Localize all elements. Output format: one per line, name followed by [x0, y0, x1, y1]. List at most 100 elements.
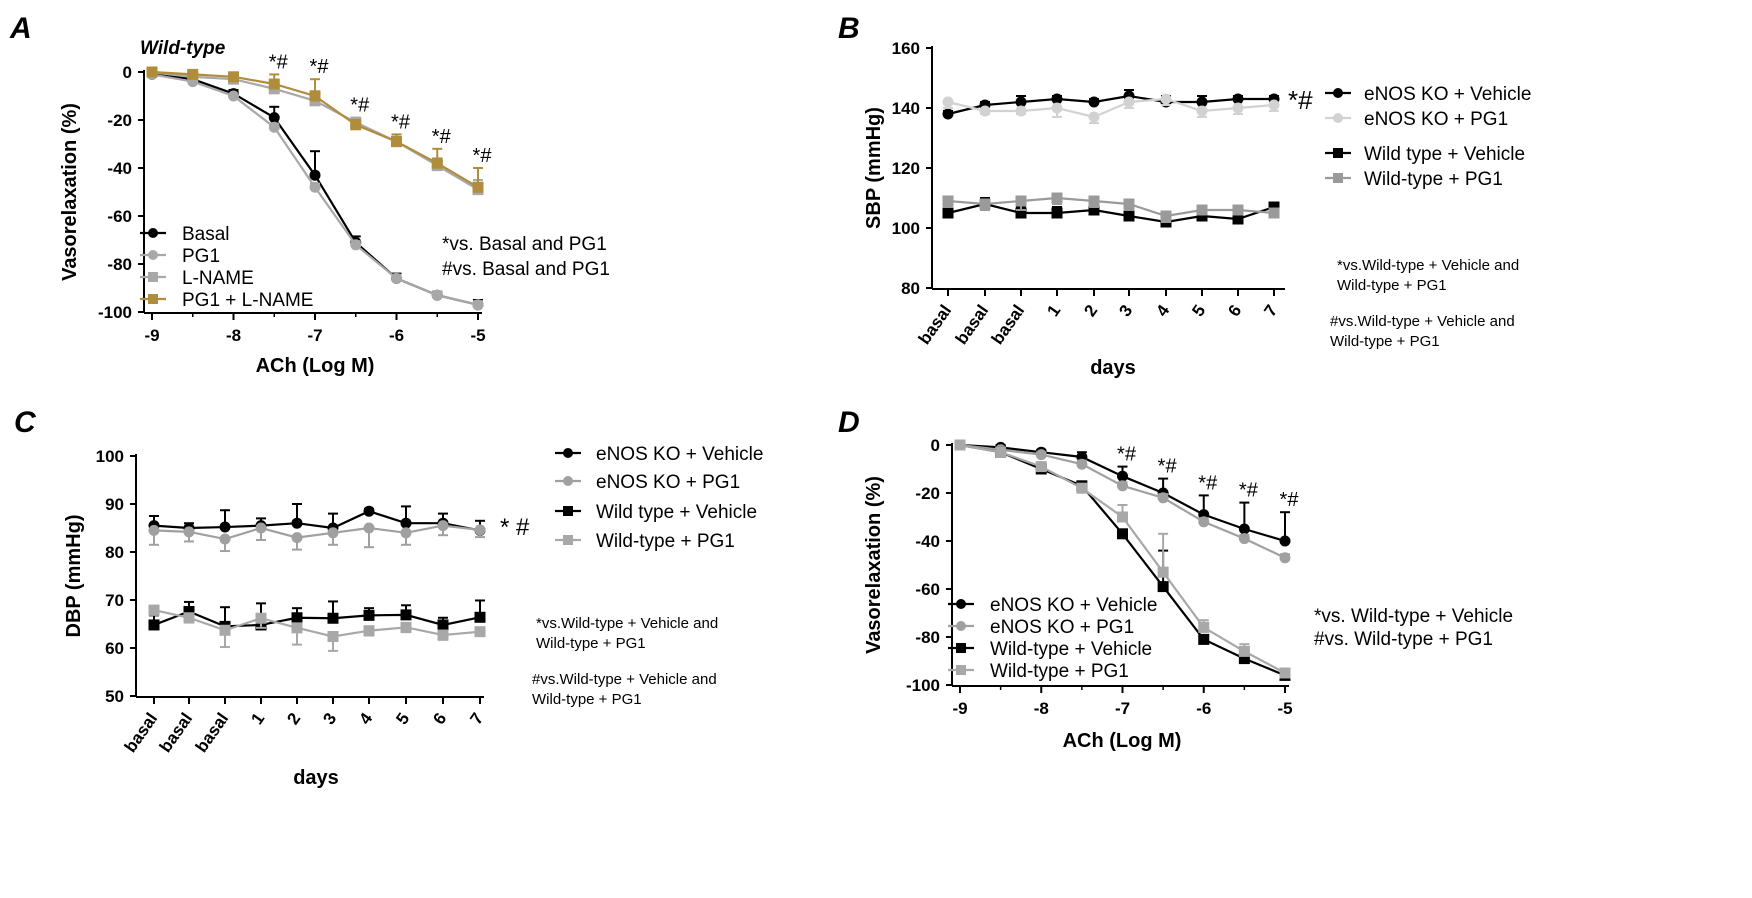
data-point — [1238, 645, 1250, 657]
data-point — [1051, 192, 1063, 204]
data-point — [1279, 667, 1291, 679]
data-point — [291, 612, 303, 624]
series-pg1-l-name — [146, 66, 484, 193]
legend-sample-marker — [148, 228, 158, 238]
data-point — [1238, 653, 1250, 665]
data-point — [1088, 111, 1100, 123]
annotation-note: #vs. Wild-type + PG1 — [1314, 629, 1493, 650]
data-point — [1035, 461, 1047, 473]
data-point — [1157, 581, 1169, 593]
y-axis-label: SBP (mmHg) — [863, 107, 885, 229]
data-point — [1035, 449, 1047, 461]
data-point — [148, 604, 160, 616]
legend: eNOS KO + Vehicle eNOS KO + PG1 Wild type … — [1325, 84, 1531, 190]
data-point — [327, 630, 339, 642]
data-point — [431, 157, 443, 169]
legend-label: eNOS KO + Vehicle — [596, 444, 763, 465]
data-point — [391, 136, 402, 148]
y-tick-label: 80 — [901, 279, 920, 298]
x-tick-label: basal — [156, 709, 197, 756]
data-point — [1117, 470, 1128, 482]
annotation-note: *vs.Wild-type + Vehicle and — [536, 615, 718, 632]
data-point — [400, 517, 412, 529]
annotation-note: Wild-type + PG1 — [1330, 333, 1440, 350]
data-point — [1279, 552, 1291, 564]
annotation-note: #vs. Basal and PG1 — [442, 259, 610, 280]
data-point — [1268, 201, 1280, 213]
data-point — [148, 524, 160, 536]
legend-label: eNOS KO + PG1 — [1364, 109, 1508, 130]
data-point — [219, 533, 231, 545]
data-point — [1157, 492, 1169, 504]
y-tick-label: 80 — [105, 543, 124, 562]
y-tick-label: 120 — [892, 159, 920, 178]
x-tick-label: 5 — [392, 709, 413, 728]
data-point — [1117, 511, 1128, 523]
y-tick-label: -80 — [107, 255, 132, 274]
data-point — [183, 612, 195, 624]
data-point — [1232, 93, 1244, 105]
data-point — [363, 609, 375, 621]
panel-d: D 0 -20 -40 -60 -80 -100 -9 -8 -7 -6 -5 ACh (Log M) V… — [838, 406, 1513, 752]
significance-marker: *# — [1198, 472, 1218, 494]
x-tick-label: basal — [192, 709, 233, 756]
legend-sample-marker — [148, 294, 158, 304]
significance-marker: * # — [500, 514, 530, 541]
data-point — [183, 526, 195, 538]
x-tick-label: 2 — [1080, 301, 1101, 320]
annotation-note: *vs.Wild-type + Vehicle and — [1337, 257, 1519, 274]
significance-marker: *# — [1117, 444, 1137, 466]
data-point — [1157, 566, 1169, 578]
legend-sample-marker — [563, 535, 573, 545]
x-tick-label: 3 — [319, 709, 340, 728]
data-point — [474, 524, 486, 536]
y-tick-label: 100 — [96, 447, 124, 466]
legend-label: Wild type + Vehicle — [1364, 144, 1525, 165]
data-point — [1015, 207, 1027, 219]
data-point — [979, 105, 991, 117]
x-axis-label: ACh (Log M) — [1063, 730, 1182, 752]
data-point — [187, 68, 199, 80]
data-point — [1123, 198, 1135, 210]
data-point — [327, 612, 339, 624]
x-tick-label: 3 — [1115, 301, 1136, 320]
y-tick-label: 140 — [892, 99, 920, 118]
data-point — [291, 517, 303, 529]
legend-label: L-NAME — [182, 268, 254, 289]
data-point — [1160, 210, 1172, 222]
x-tick-label: -6 — [1196, 699, 1211, 718]
annotation-note: #vs.Wild-type + Vehicle and — [1330, 313, 1515, 330]
x-axis-label: ACh (Log M) — [256, 355, 375, 377]
data-point — [219, 521, 231, 533]
significance-marker: *# — [432, 126, 452, 148]
significance-marker: *# — [1239, 480, 1259, 502]
data-point — [350, 119, 362, 131]
data-point — [268, 112, 280, 124]
panel-label: A — [9, 12, 32, 45]
y-tick-label: 50 — [105, 687, 124, 706]
series-enos-ko-pg1 — [148, 520, 486, 553]
legend-label: PG1 + L-NAME — [182, 290, 313, 311]
x-tick-label: 1 — [247, 709, 268, 728]
data-point — [268, 121, 280, 133]
y-tick-label: 70 — [105, 591, 124, 610]
significance-marker: *# — [1158, 456, 1178, 478]
series-line — [947, 202, 1275, 224]
data-point — [472, 299, 484, 311]
y-tick-label: -80 — [915, 628, 940, 647]
data-point — [268, 78, 280, 90]
annotation-note: Wild-type + PG1 — [1337, 277, 1447, 294]
legend-sample-marker — [563, 476, 573, 486]
x-tick-label: -5 — [1277, 699, 1292, 718]
x-tick-label: -7 — [1115, 699, 1130, 718]
y-tick-label: 160 — [892, 39, 920, 58]
panel-subtitle: Wild-type — [140, 38, 226, 59]
x-tick-label: 2 — [283, 709, 304, 728]
legend-sample-marker — [956, 665, 966, 675]
legend-sample-marker — [1333, 148, 1343, 158]
data-point — [327, 527, 339, 539]
data-point — [472, 181, 484, 193]
data-point — [146, 66, 158, 78]
